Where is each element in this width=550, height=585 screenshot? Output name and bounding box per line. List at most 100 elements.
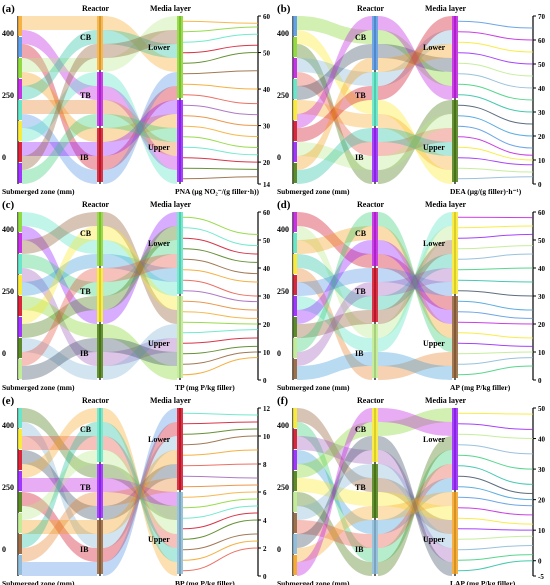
value-tick-label: 70 [538, 13, 546, 21]
zone-tick-label: 250 [277, 91, 289, 100]
flow-ribbon-reactor-media [103, 464, 177, 520]
value-line [457, 544, 534, 551]
reactor-item-label: CB [80, 33, 92, 42]
panel-label: (e) [2, 395, 15, 407]
media-node [177, 100, 183, 182]
flow-ribbon-zone-reactor [22, 492, 97, 562]
flow-ribbon-reactor-media [103, 16, 177, 72]
media-node [452, 296, 458, 378]
flow-ribbon-reactor-media [103, 30, 177, 58]
reactor-item-label: IB [80, 545, 89, 554]
reactor-header: Reactor [82, 396, 110, 405]
value-line [457, 279, 534, 283]
flow-ribbon-zone-reactor [297, 268, 372, 380]
flow-ribbon-reactor-media [378, 16, 452, 100]
flow-ribbon-zone-reactor [22, 30, 97, 100]
reactor-node [97, 128, 103, 182]
flow-ribbon-zone-reactor [22, 338, 97, 380]
panel-d: 0 10 20 30 40 50 60 400 250 0 CB TB IB Lower Upper (d) R… [277, 199, 546, 392]
value-line [457, 115, 534, 137]
flow-ribbon-zone-reactor [297, 422, 372, 478]
value-line [182, 412, 259, 416]
reactor-item-label: CB [355, 33, 367, 42]
media-header: Media layer [425, 200, 467, 209]
reactor-header: Reactor [357, 396, 385, 405]
media-item-label: Upper [148, 339, 170, 348]
flow-ribbon-zone-reactor [22, 268, 97, 366]
value-line [457, 176, 534, 180]
zone-bar [18, 233, 22, 253]
flow-ribbon-zone-reactor [22, 30, 97, 100]
value-line [182, 26, 259, 33]
value-line [182, 157, 259, 163]
value-line [457, 136, 534, 156]
flow-ribbon-zone-reactor [22, 296, 97, 338]
zone-tick-label: 0 [2, 545, 6, 554]
zone-bar [293, 163, 297, 183]
value-line [457, 507, 534, 516]
reactor-node [97, 408, 103, 462]
zone-bar [18, 142, 22, 162]
flow-ribbon-reactor-media [378, 268, 452, 296]
zone-bar [293, 254, 297, 274]
flow-ribbon-reactor-media [103, 72, 177, 184]
flow-ribbon-zone-reactor [297, 30, 372, 114]
media-node [452, 100, 458, 182]
flow-ribbon-reactor-media [378, 44, 452, 72]
media-header: Media layer [150, 200, 192, 209]
value-line [182, 136, 259, 148]
value-line [457, 365, 534, 376]
zone-bar [293, 37, 297, 57]
flow-ribbon-zone-reactor [297, 226, 372, 254]
value-line [182, 337, 259, 344]
flow-ribbon-reactor-media [103, 72, 177, 184]
flow-ribbon-reactor-media [103, 114, 177, 142]
value-line [182, 351, 259, 365]
value-tick-label: 60 [538, 209, 546, 217]
zone-tick-label: 400 [2, 29, 14, 38]
value-line [457, 73, 534, 89]
zone-bar [293, 555, 297, 575]
media-node [177, 408, 183, 490]
flow-ribbon-zone-reactor [297, 464, 372, 520]
media-item-label: Lower [148, 239, 171, 248]
value-line [182, 248, 259, 263]
flow-ribbon-zone-reactor [22, 254, 97, 296]
flow-ribbon-reactor-media [378, 464, 452, 548]
value-line [457, 351, 534, 355]
flow-ribbon-zone-reactor [297, 240, 372, 324]
zone-tick-label: 0 [277, 349, 281, 358]
value-tick-label: 60 [263, 209, 271, 217]
value-tick-label: 12 [263, 405, 271, 413]
value-tick-label: 6 [263, 489, 267, 497]
value-line [457, 486, 534, 501]
reactor-node [97, 324, 103, 378]
value-tick-label: 40 [538, 265, 546, 273]
media-node [177, 296, 183, 378]
value-line [457, 267, 534, 271]
value-line [457, 423, 534, 430]
flow-ribbon-reactor-media [103, 114, 177, 142]
value-tick-label: -5 [538, 573, 544, 581]
value-tick-label: 30 [538, 109, 546, 117]
flow-ribbon-reactor-media [103, 16, 177, 72]
flow-ribbon-reactor-media [378, 408, 452, 436]
media-header: Media layer [150, 4, 192, 13]
value-line [182, 484, 259, 488]
value-line [457, 535, 534, 540]
value-tick-label: 60 [263, 13, 271, 21]
value-line [457, 528, 534, 531]
zone-tick-label: 250 [2, 91, 14, 100]
value-tick-label: 0 [263, 573, 267, 581]
reactor-node [372, 408, 378, 462]
zone-bar [18, 37, 22, 57]
media-item-label: Lower [423, 239, 446, 248]
media-node [452, 492, 458, 574]
zone-tick-label: 0 [2, 349, 6, 358]
flow-ribbon-reactor-media [378, 114, 452, 170]
flow-ribbon-reactor-media [103, 240, 177, 296]
zone-tick-label: 250 [2, 287, 14, 296]
media-item-label: Upper [423, 339, 445, 348]
value-line [457, 517, 534, 525]
value-axis-label: DEA (μg/(g filler)·h⁻¹) [450, 187, 522, 196]
